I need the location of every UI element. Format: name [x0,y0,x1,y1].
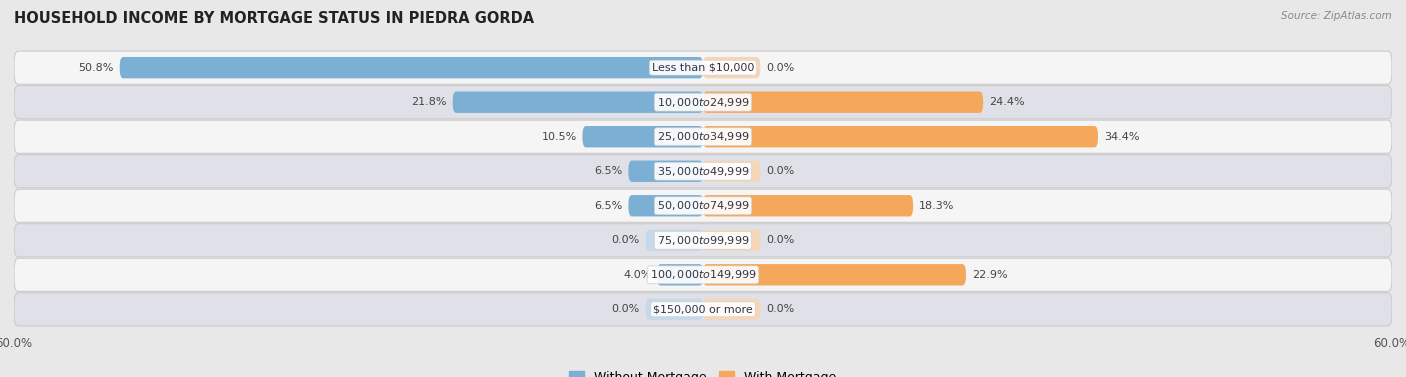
Text: 6.5%: 6.5% [595,201,623,211]
Text: $10,000 to $24,999: $10,000 to $24,999 [657,96,749,109]
FancyBboxPatch shape [703,264,966,285]
Text: 18.3%: 18.3% [920,201,955,211]
Text: $25,000 to $34,999: $25,000 to $34,999 [657,130,749,143]
Text: 0.0%: 0.0% [612,235,640,245]
Text: 24.4%: 24.4% [988,97,1025,107]
Text: $150,000 or more: $150,000 or more [654,304,752,314]
Text: 22.9%: 22.9% [972,270,1007,280]
FancyBboxPatch shape [703,161,761,182]
Text: HOUSEHOLD INCOME BY MORTGAGE STATUS IN PIEDRA GORDA: HOUSEHOLD INCOME BY MORTGAGE STATUS IN P… [14,11,534,26]
Text: Source: ZipAtlas.com: Source: ZipAtlas.com [1281,11,1392,21]
FancyBboxPatch shape [645,299,703,320]
FancyBboxPatch shape [582,126,703,147]
Text: $75,000 to $99,999: $75,000 to $99,999 [657,234,749,247]
FancyBboxPatch shape [14,189,1392,222]
Text: 10.5%: 10.5% [541,132,576,142]
FancyBboxPatch shape [14,155,1392,188]
FancyBboxPatch shape [14,293,1392,326]
FancyBboxPatch shape [703,195,912,216]
FancyBboxPatch shape [703,299,761,320]
Text: 6.5%: 6.5% [595,166,623,176]
Text: 0.0%: 0.0% [766,235,794,245]
FancyBboxPatch shape [628,161,703,182]
FancyBboxPatch shape [703,57,761,78]
Text: Less than $10,000: Less than $10,000 [652,63,754,73]
FancyBboxPatch shape [657,264,703,285]
FancyBboxPatch shape [14,258,1392,291]
Text: 0.0%: 0.0% [766,166,794,176]
Text: 0.0%: 0.0% [766,304,794,314]
FancyBboxPatch shape [14,51,1392,84]
Text: 21.8%: 21.8% [412,97,447,107]
Text: 50.8%: 50.8% [79,63,114,73]
FancyBboxPatch shape [703,126,1098,147]
FancyBboxPatch shape [703,230,761,251]
Text: 0.0%: 0.0% [612,304,640,314]
FancyBboxPatch shape [120,57,703,78]
Text: $50,000 to $74,999: $50,000 to $74,999 [657,199,749,212]
FancyBboxPatch shape [628,195,703,216]
FancyBboxPatch shape [14,224,1392,257]
FancyBboxPatch shape [14,120,1392,153]
Text: $35,000 to $49,999: $35,000 to $49,999 [657,165,749,178]
FancyBboxPatch shape [645,230,703,251]
FancyBboxPatch shape [14,86,1392,119]
FancyBboxPatch shape [453,92,703,113]
Legend: Without Mortgage, With Mortgage: Without Mortgage, With Mortgage [564,366,842,377]
Text: 4.0%: 4.0% [623,270,651,280]
FancyBboxPatch shape [703,92,983,113]
Text: $100,000 to $149,999: $100,000 to $149,999 [650,268,756,281]
Text: 0.0%: 0.0% [766,63,794,73]
Text: 34.4%: 34.4% [1104,132,1139,142]
